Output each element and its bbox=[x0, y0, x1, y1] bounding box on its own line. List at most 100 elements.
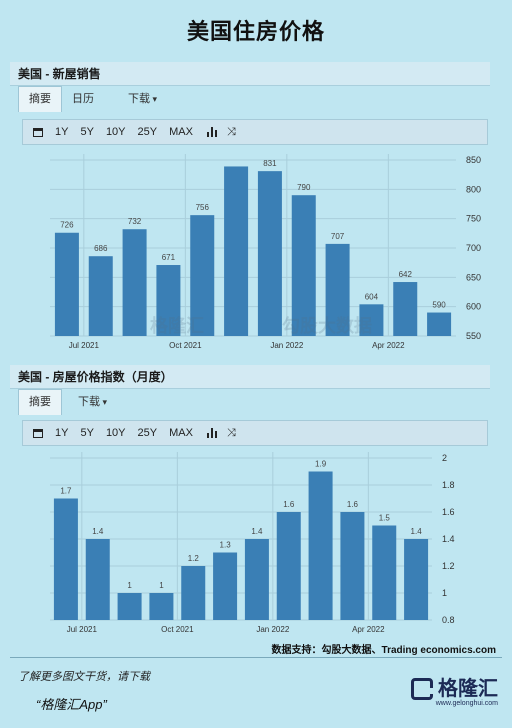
range-1y-button[interactable]: 1Y bbox=[55, 427, 69, 439]
panel-2-toolbar: 1Y 5Y 10Y 25Y MAX ⤨ bbox=[22, 420, 488, 446]
data-label: 686 bbox=[94, 244, 108, 253]
watermark-gogu: 勾股大数据 bbox=[282, 316, 372, 336]
bar bbox=[117, 593, 142, 620]
data-label: 1.6 bbox=[283, 500, 295, 509]
y-tick-label: 550 bbox=[466, 331, 481, 341]
calendar-icon[interactable] bbox=[33, 127, 43, 137]
bar bbox=[276, 512, 301, 620]
bar bbox=[340, 512, 365, 620]
panel-1-tabs: 摘要 日历 下载 bbox=[18, 86, 167, 112]
logo-mark-icon bbox=[411, 678, 433, 700]
shuffle-icon[interactable]: ⤨ bbox=[226, 426, 236, 439]
data-label: 590 bbox=[432, 301, 446, 310]
data-label: 756 bbox=[196, 203, 210, 212]
y-tick-label: 1.2 bbox=[442, 561, 455, 571]
new-home-sales-chart: 550 600 650 700 750 800 850 726 686 732 671 756 831 7… bbox=[50, 154, 481, 350]
range-25y-button[interactable]: 25Y bbox=[137, 126, 158, 138]
data-label: 1.9 bbox=[315, 460, 327, 469]
bar bbox=[427, 312, 452, 336]
house-price-index-chart: 0.8 1 1.2 1.4 1.6 1.8 2 1.7 1.4 1 1 1.2 1.3 1.4 1.6 1.9… bbox=[50, 452, 455, 634]
y-tick-label: 850 bbox=[466, 155, 481, 165]
logo-url: www.gelonghui.com bbox=[435, 700, 498, 707]
bar bbox=[393, 282, 418, 336]
data-label: 1.7 bbox=[60, 487, 72, 496]
data-label: 707 bbox=[331, 232, 345, 241]
data-label: 790 bbox=[297, 183, 311, 192]
range-25y-button[interactable]: 25Y bbox=[137, 427, 158, 439]
x-tick-label: Apr 2022 bbox=[372, 341, 405, 350]
range-10y-button[interactable]: 10Y bbox=[105, 126, 126, 138]
y-tick-label: 600 bbox=[466, 302, 481, 312]
x-tick-label: Jul 2021 bbox=[69, 341, 100, 350]
x-tick-label: Jan 2022 bbox=[270, 341, 303, 350]
y-tick-label: 1.8 bbox=[442, 480, 455, 490]
bar bbox=[224, 166, 249, 336]
data-label: 1.3 bbox=[220, 541, 232, 550]
bar-chart-icon[interactable] bbox=[206, 428, 217, 438]
logo-text: 格隆汇 bbox=[438, 678, 498, 700]
x-tick-label: Oct 2021 bbox=[169, 341, 202, 350]
calendar-icon[interactable] bbox=[33, 428, 43, 438]
data-label: 1.4 bbox=[92, 527, 104, 536]
data-source: 数据支持：勾股大数据、Trading economics.com bbox=[271, 645, 496, 656]
bar bbox=[156, 265, 181, 336]
bar-chart-icon[interactable] bbox=[206, 127, 217, 137]
tab-summary[interactable]: 摘要 bbox=[18, 86, 62, 112]
data-label: 642 bbox=[399, 270, 413, 279]
range-max-button[interactable]: MAX bbox=[169, 427, 193, 439]
promo-text: 了解更多图文干货，请下载 bbox=[18, 671, 150, 683]
bar bbox=[181, 566, 206, 620]
panel-header-house-price-index: 美国 - 房屋价格指数（月度） bbox=[10, 365, 490, 389]
x-tick-label: Apr 2022 bbox=[352, 625, 385, 634]
data-label: 671 bbox=[162, 253, 176, 262]
bar bbox=[308, 471, 333, 620]
data-label: 1.6 bbox=[347, 500, 359, 509]
x-tick-label: Oct 2021 bbox=[161, 625, 194, 634]
data-label: 1.4 bbox=[411, 527, 423, 536]
y-tick-label: 0.8 bbox=[442, 615, 455, 625]
bar bbox=[85, 539, 110, 620]
app-name: “格隆汇App” bbox=[36, 697, 107, 712]
bar bbox=[88, 256, 113, 336]
data-label: 1.5 bbox=[379, 514, 391, 523]
y-tick-label: 2 bbox=[442, 453, 447, 463]
bar bbox=[325, 243, 350, 336]
range-1y-button[interactable]: 1Y bbox=[55, 126, 69, 138]
range-10y-button[interactable]: 10Y bbox=[105, 427, 126, 439]
bar bbox=[359, 304, 384, 336]
bar bbox=[291, 195, 316, 336]
bar bbox=[53, 498, 78, 620]
tab-download[interactable]: 下载 bbox=[118, 86, 167, 112]
data-label: 1.4 bbox=[251, 527, 263, 536]
bar bbox=[149, 593, 174, 620]
bar bbox=[190, 215, 215, 336]
tab-calendar[interactable]: 日历 bbox=[72, 93, 94, 105]
bar bbox=[404, 539, 429, 620]
data-label: 732 bbox=[128, 217, 142, 226]
y-tick-label: 1.6 bbox=[442, 507, 455, 517]
bar bbox=[122, 229, 147, 336]
y-tick-label: 1.4 bbox=[442, 534, 455, 544]
data-label: 1.2 bbox=[188, 554, 200, 563]
bar bbox=[244, 539, 269, 620]
watermark-gelonghui: 格隆汇 bbox=[150, 316, 204, 336]
range-max-button[interactable]: MAX bbox=[169, 126, 193, 138]
y-tick-label: 700 bbox=[466, 243, 481, 253]
range-5y-button[interactable]: 5Y bbox=[80, 126, 94, 138]
tab-summary-2[interactable]: 摘要 bbox=[18, 389, 62, 415]
shuffle-icon[interactable]: ⤨ bbox=[226, 125, 236, 138]
data-label: 604 bbox=[365, 292, 379, 301]
bar bbox=[372, 525, 397, 620]
x-tick-label: Jul 2021 bbox=[67, 625, 98, 634]
panel-2-tabs: 摘要 下载 bbox=[18, 389, 117, 415]
brand-logo: 格隆汇 www.gelonghui.com bbox=[411, 678, 498, 707]
data-label: 726 bbox=[60, 221, 74, 230]
range-5y-button[interactable]: 5Y bbox=[80, 427, 94, 439]
panel-1-toolbar: 1Y 5Y 10Y 25Y MAX ⤨ bbox=[22, 119, 488, 145]
panel-header-new-home-sales: 美国 - 新屋销售 bbox=[10, 62, 490, 86]
bar bbox=[54, 232, 79, 336]
data-label: 1 bbox=[127, 581, 132, 590]
tab-download-2[interactable]: 下载 bbox=[68, 389, 117, 415]
data-label: 831 bbox=[263, 159, 277, 168]
y-tick-label: 800 bbox=[466, 184, 481, 194]
